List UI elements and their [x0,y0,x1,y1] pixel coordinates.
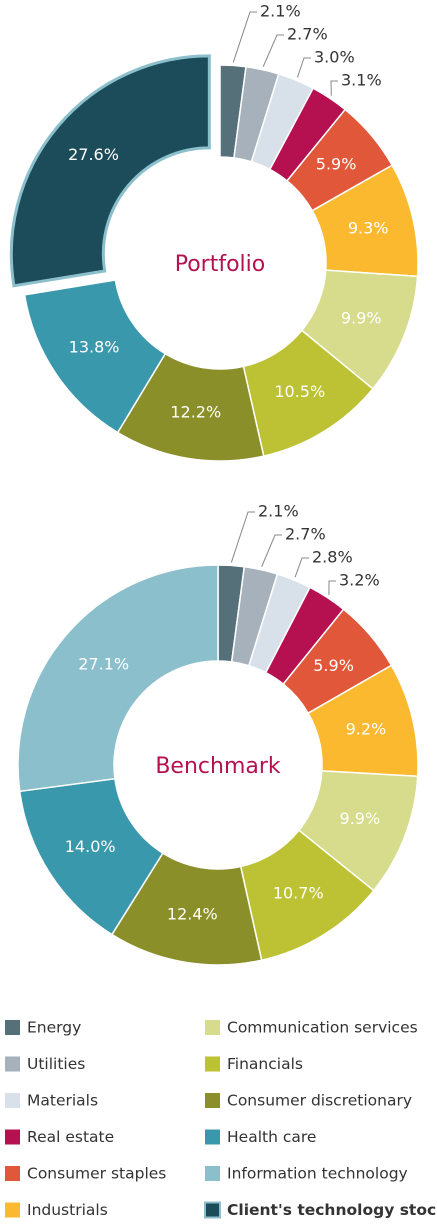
value-label: 14.0% [65,837,116,856]
legend-swatch [205,1166,220,1181]
legend-label: Communication services [227,1019,418,1037]
callout-line [328,580,336,595]
legend-swatch [5,1056,20,1072]
callout-line [230,511,255,563]
value-label: 2.7% [287,25,328,44]
value-label: 9.9% [341,309,382,328]
value-label: 9.3% [348,219,389,238]
legend-swatch [205,1020,220,1035]
value-label: 2.8% [312,548,353,567]
value-label: 5.9% [316,154,357,173]
value-label: 12.4% [167,904,218,923]
legend-swatch [5,1093,20,1108]
legend-label: Utilities [27,1055,85,1073]
callout-line [262,34,284,67]
legend-label: Health care [227,1128,316,1146]
callout-line [296,57,311,78]
value-label: 5.9% [313,656,354,675]
value-label: 10.5% [274,382,325,401]
value-label: 9.2% [346,719,387,738]
legend-label: Financials [227,1055,303,1073]
value-label: 10.7% [273,884,324,903]
value-label: 3.0% [314,48,355,67]
legend-label: Consumer staples [27,1165,166,1183]
center-label: Portfolio [175,252,266,277]
value-label: 27.1% [78,654,129,673]
value-label: 27.6% [68,145,119,164]
slice [9,54,211,288]
legend-label: Consumer discretionary [227,1092,412,1110]
center-label: Benchmark [155,754,281,779]
callout-line [294,557,309,578]
value-label: 12.2% [170,403,221,422]
legend-swatch [205,1056,220,1072]
value-label: 3.2% [339,571,380,590]
legend-swatch [5,1166,20,1181]
legend-label: Real estate [27,1128,114,1146]
value-label: 2.1% [258,502,299,521]
legend-label: Information technology [227,1165,408,1183]
value-label: 2.1% [260,2,301,21]
callout-line [261,534,282,567]
legend-swatch [5,1202,20,1218]
value-label: 2.7% [285,525,326,544]
legend-swatch [205,1093,220,1108]
legend-swatch [204,1201,221,1219]
value-label: 13.8% [69,338,120,357]
legend-label: Client's technology stock [227,1201,437,1219]
legend-label: Energy [27,1019,81,1037]
value-label: 9.9% [340,809,381,828]
callout-line [330,80,338,96]
slice [23,279,167,434]
value-label: 3.1% [341,71,382,90]
legend-swatch [205,1129,220,1145]
slice [17,564,219,793]
callout-line [232,11,257,63]
legend-swatch [5,1129,20,1145]
legend-swatch [5,1020,20,1035]
legend-label: Materials [27,1092,98,1110]
legend-label: Industrials [27,1201,108,1219]
